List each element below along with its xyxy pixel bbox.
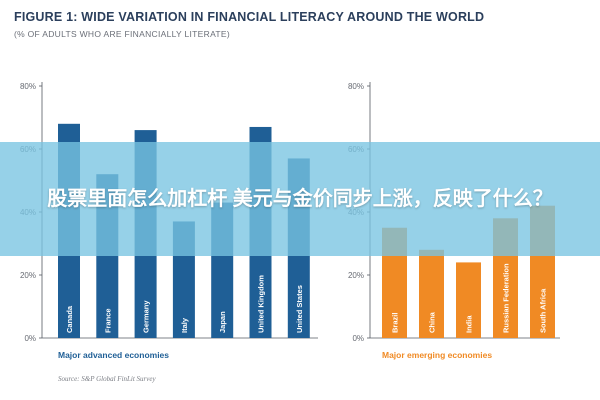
bar-china xyxy=(419,249,444,338)
category-label: Germany xyxy=(142,300,151,333)
category-label: Italy xyxy=(180,317,189,333)
y-tick-label: 80% xyxy=(348,82,364,91)
category-label: China xyxy=(428,311,437,333)
figure-subtitle: (% OF ADULTS WHO ARE FINANCIALLY LITERAT… xyxy=(14,29,231,39)
y-tick-label: 0% xyxy=(352,334,364,343)
source-note: Source: S&P Global FinLit Survey xyxy=(58,375,156,383)
category-label: Japan xyxy=(218,311,227,333)
category-label: South Africa xyxy=(539,288,548,333)
group-label: Major emerging economies xyxy=(382,350,492,360)
category-label: Canada xyxy=(65,305,74,333)
category-label: France xyxy=(103,308,112,333)
headline-banner[interactable]: 股票里面怎么加杠杆 美元与金价同步上涨，反映了什么？ xyxy=(0,142,600,256)
figure-title: FIGURE 1: WIDE VARIATION IN FINANCIAL LI… xyxy=(14,10,485,24)
category-label: India xyxy=(465,315,474,333)
y-tick-label: 20% xyxy=(348,271,364,280)
y-tick-label: 20% xyxy=(20,271,36,280)
category-label: United States xyxy=(295,285,304,333)
group-label: Major advanced economies xyxy=(58,350,169,360)
category-label: Russian Federation xyxy=(502,263,511,333)
bar-india xyxy=(456,262,481,338)
y-tick-label: 80% xyxy=(20,82,36,91)
headline-text[interactable]: 股票里面怎么加杠杆 美元与金价同步上涨，反映了什么？ xyxy=(47,188,553,210)
y-tick-label: 0% xyxy=(24,334,36,343)
category-label: United Kingdom xyxy=(257,275,266,333)
category-label: Brazil xyxy=(391,313,400,333)
